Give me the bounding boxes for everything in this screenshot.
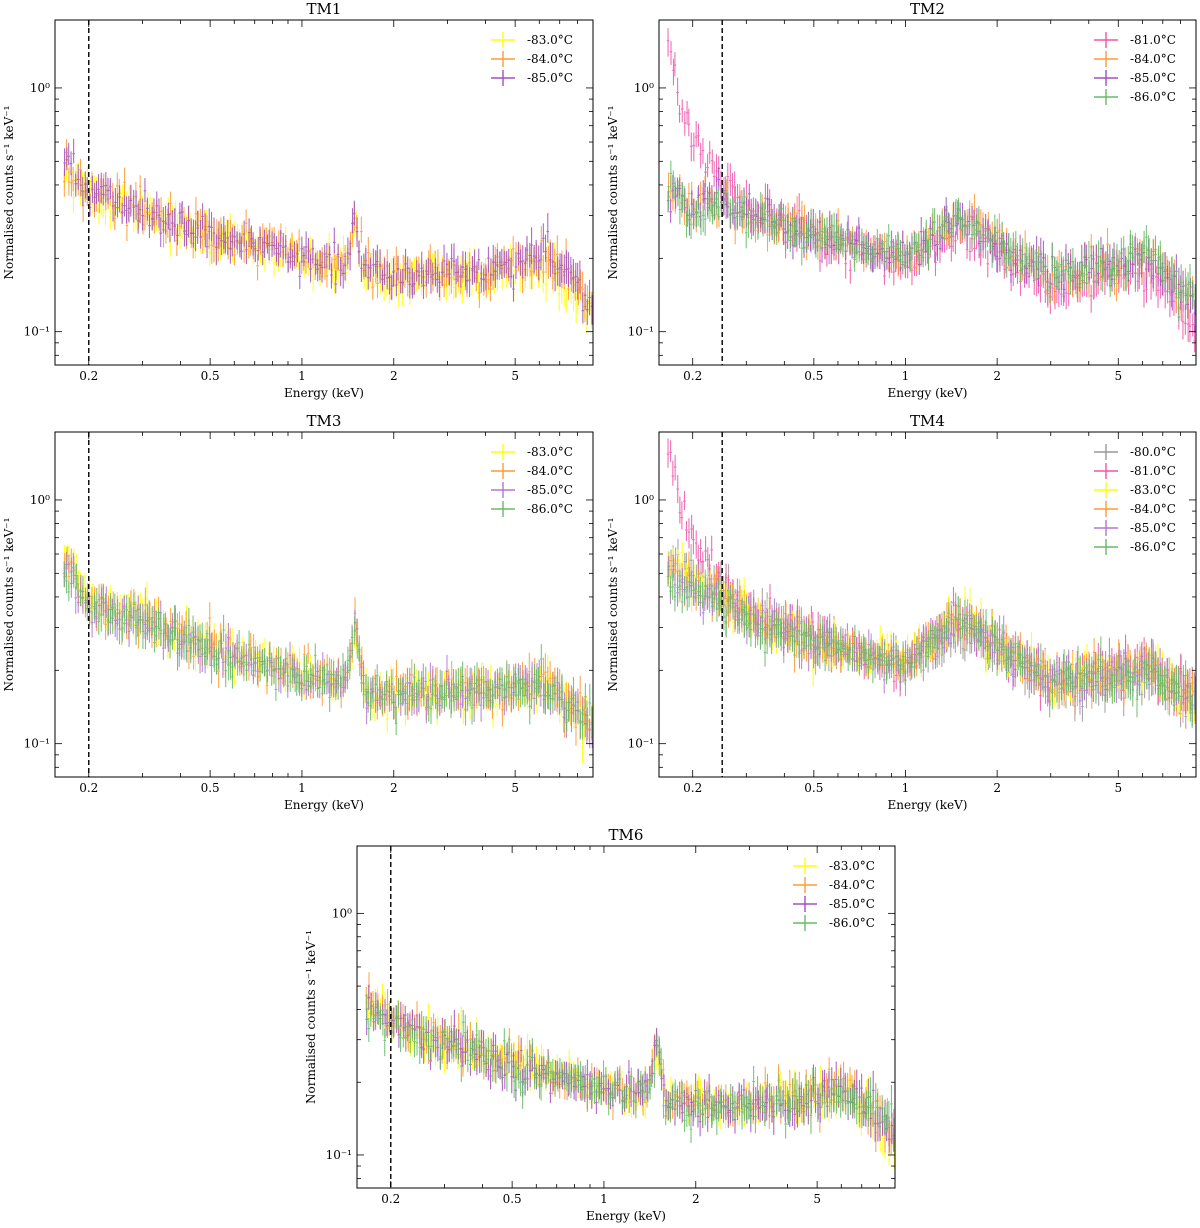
x-tick-label: 2 <box>390 369 398 383</box>
legend-label: -86.0°C <box>1130 90 1176 104</box>
y-tick-label: 10⁰ <box>634 81 654 95</box>
plot-frame <box>54 19 594 366</box>
legend: -83.0°C -84.0°C -85.0°C <box>491 32 573 86</box>
data-points <box>62 544 593 764</box>
series--86-0°C <box>62 557 593 740</box>
data-points <box>666 28 1196 353</box>
x-tick-label: 0.5 <box>201 369 220 383</box>
legend: -81.0°C -84.0°C -85.0°C -86.0°C <box>1094 32 1176 105</box>
x-axis <box>692 20 1197 365</box>
y-axis-label: Normalised counts s⁻¹ keV⁻¹ <box>2 106 16 280</box>
x-tick-label: 2 <box>993 369 1001 383</box>
legend-label: -81.0°C <box>1130 33 1176 47</box>
x-axis-label: Energy (keV) <box>887 386 967 400</box>
series--86-0°C <box>667 160 1196 322</box>
x-axis <box>88 20 594 365</box>
chart-title: TM3 <box>307 412 342 430</box>
series--81-0°C <box>666 28 1196 353</box>
chart-panel-tm2: TM2 0.2 0.5 1 2 5 10⁰ 10⁻¹ Energy (keV) Normalise… <box>606 0 1197 400</box>
y-tick-label: 10⁻¹ <box>628 325 654 339</box>
y-axis <box>659 87 1196 356</box>
legend-label: -84.0°C <box>527 52 573 66</box>
x-tick-label: 5 <box>511 369 519 383</box>
legend-label: -83.0°C <box>527 33 573 47</box>
legend-label: -85.0°C <box>1130 71 1176 85</box>
chart-panel-tm1: TM1 0.2 0.5 1 2 5 10⁰ 10⁻¹ Energy (keV) Normalise… <box>2 0 594 400</box>
x-tick-label: 5 <box>1114 369 1122 383</box>
x-tick-label: 0.5 <box>804 369 823 383</box>
series--85-0°C <box>63 551 593 749</box>
x-tick-label: 1 <box>902 369 910 383</box>
y-tick-label: 10⁻¹ <box>24 325 50 339</box>
x-tick-label: 0.2 <box>683 369 702 383</box>
data-points <box>63 138 593 334</box>
plot-frame <box>658 19 1197 366</box>
chart-title: TM2 <box>910 0 945 18</box>
chart-title: TM1 <box>307 0 342 18</box>
legend-label: -84.0°C <box>1130 52 1176 66</box>
x-tick-label: 0.2 <box>79 369 98 383</box>
x-tick-label: 1 <box>298 369 306 383</box>
series--85-0°C <box>63 138 593 325</box>
legend-label: -85.0°C <box>527 71 573 85</box>
x-axis-label: Energy (keV) <box>284 386 364 400</box>
y-axis <box>55 87 593 356</box>
y-tick-label: 10⁰ <box>30 81 50 95</box>
series--83-0°C <box>63 544 593 764</box>
y-axis-label: Normalised counts s⁻¹ keV⁻¹ <box>606 106 620 280</box>
